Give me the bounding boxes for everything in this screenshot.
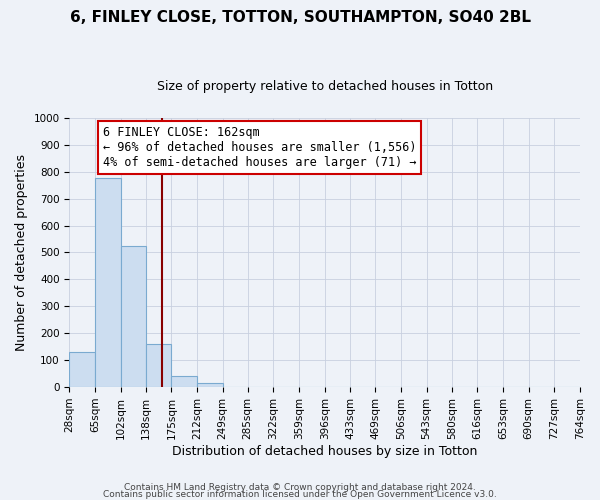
Bar bbox=[172, 376, 197, 387]
Bar bbox=[70, 352, 95, 387]
Text: Contains HM Land Registry data © Crown copyright and database right 2024.: Contains HM Land Registry data © Crown c… bbox=[124, 484, 476, 492]
Title: Size of property relative to detached houses in Totton: Size of property relative to detached ho… bbox=[157, 80, 493, 93]
Text: 6 FINLEY CLOSE: 162sqm
← 96% of detached houses are smaller (1,556)
4% of semi-d: 6 FINLEY CLOSE: 162sqm ← 96% of detached… bbox=[103, 126, 416, 169]
Bar bbox=[121, 246, 146, 387]
Bar bbox=[197, 383, 223, 387]
Bar bbox=[146, 344, 172, 387]
Text: Contains public sector information licensed under the Open Government Licence v3: Contains public sector information licen… bbox=[103, 490, 497, 499]
Text: 6, FINLEY CLOSE, TOTTON, SOUTHAMPTON, SO40 2BL: 6, FINLEY CLOSE, TOTTON, SOUTHAMPTON, SO… bbox=[70, 10, 530, 25]
Y-axis label: Number of detached properties: Number of detached properties bbox=[15, 154, 28, 351]
Bar bbox=[95, 178, 121, 387]
X-axis label: Distribution of detached houses by size in Totton: Distribution of detached houses by size … bbox=[172, 444, 478, 458]
